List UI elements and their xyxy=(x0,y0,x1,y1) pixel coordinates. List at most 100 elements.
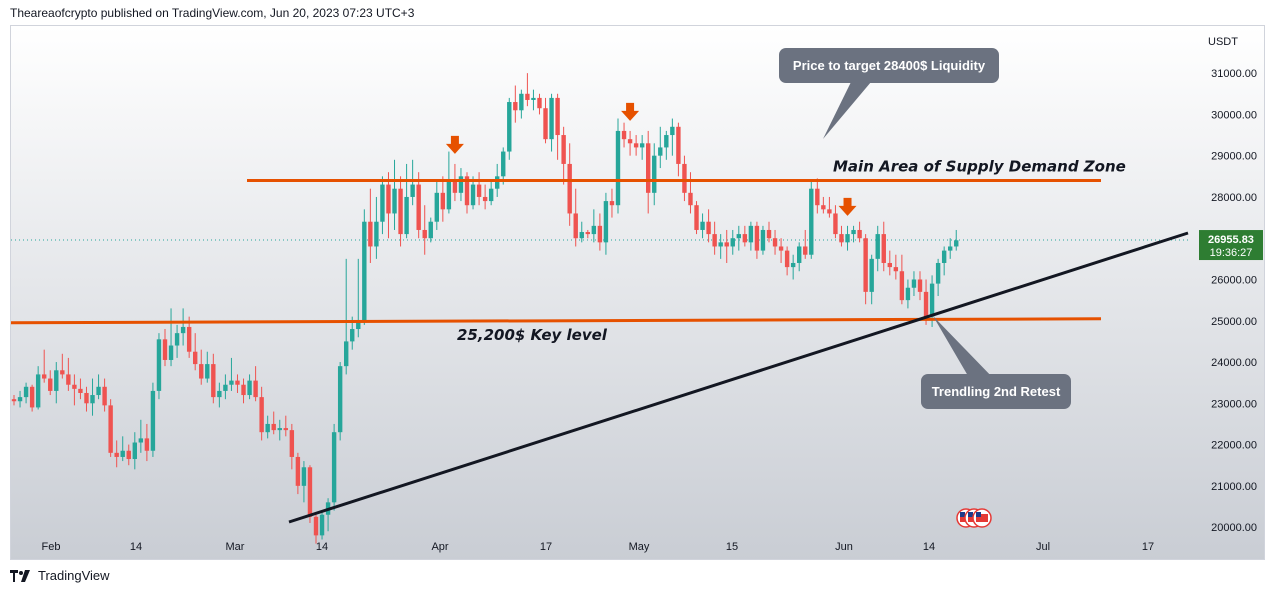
x-tick-label: 15 xyxy=(726,541,738,553)
y-tick-label: 31000.00 xyxy=(1211,68,1257,80)
candle-body xyxy=(156,339,162,391)
candle-body xyxy=(905,287,911,301)
candle-body xyxy=(784,250,790,268)
candle-body xyxy=(803,246,808,255)
callout-retest-box xyxy=(921,374,1071,409)
candle-body xyxy=(132,442,137,460)
candle-body xyxy=(591,225,597,235)
candle-body xyxy=(718,242,723,247)
callout-retest-pointer xyxy=(933,316,996,381)
candle-body xyxy=(609,201,615,206)
candle-body xyxy=(289,430,295,457)
candle-body xyxy=(754,225,760,251)
candle-body xyxy=(809,188,814,255)
candle-body xyxy=(54,370,59,391)
candle-body xyxy=(525,93,530,100)
candle-body xyxy=(778,246,784,251)
callout-retest: Trendling 2nd Retest xyxy=(921,316,1071,409)
candle-body xyxy=(633,143,639,148)
candle-body xyxy=(307,467,313,517)
candle-body xyxy=(356,320,361,330)
candle-body xyxy=(821,205,826,210)
candle-body xyxy=(35,374,41,408)
candle-body xyxy=(676,126,681,164)
candle-body xyxy=(241,384,246,396)
candle-body xyxy=(362,221,367,321)
candle-body xyxy=(271,423,276,431)
candle-body xyxy=(845,234,850,243)
candle-body xyxy=(331,432,337,503)
candle-body xyxy=(875,234,880,259)
x-tick-label: Jun xyxy=(835,541,853,553)
candle-body xyxy=(344,341,349,367)
price-chart[interactable]: Main Area of Supply Demand Zone 25,200$ K… xyxy=(11,26,1265,560)
candle-body xyxy=(150,390,156,451)
candle-body xyxy=(561,135,566,164)
callout-target: Price to target 28400$ Liquidity xyxy=(779,48,999,139)
candle-body xyxy=(368,221,373,247)
candle-body xyxy=(386,184,391,214)
y-tick-label: 28000.00 xyxy=(1211,192,1257,204)
candle-body xyxy=(766,229,772,239)
candle-body xyxy=(72,384,77,389)
candle-body xyxy=(839,234,844,243)
y-tick-label: 25000.00 xyxy=(1211,316,1257,328)
candle-body xyxy=(555,97,560,136)
y-tick-label: 21000.00 xyxy=(1211,481,1257,493)
candle-body xyxy=(706,221,711,235)
candle-body xyxy=(78,388,83,393)
candle-body xyxy=(730,238,735,247)
candle-body xyxy=(513,102,518,111)
x-tick-label: 14 xyxy=(130,541,142,553)
top-arrow-1 xyxy=(445,135,464,154)
x-tick-label: Mar xyxy=(226,541,245,553)
x-tick-label: 17 xyxy=(540,541,552,553)
candle-body xyxy=(585,232,590,235)
callout-target-text: Price to target 28400$ Liquidity xyxy=(793,58,986,73)
footer-brand[interactable]: TradingView xyxy=(38,568,110,583)
publisher-line: Theareaofcrypto published on TradingView… xyxy=(10,6,415,20)
candle-body xyxy=(815,188,820,206)
candle-body xyxy=(29,386,35,408)
candle-body xyxy=(670,126,675,136)
candle-body xyxy=(887,262,892,268)
candle-body xyxy=(615,130,621,206)
y-tick-label: 24000.00 xyxy=(1211,357,1257,369)
candle-body xyxy=(108,405,113,453)
candle-body xyxy=(162,339,168,360)
x-tick-label: Jul xyxy=(1036,541,1050,553)
y-tick-label: 23000.00 xyxy=(1211,398,1257,410)
event-flag-icon xyxy=(956,508,992,528)
candle-body xyxy=(253,380,258,398)
y-tick-label: 26000.00 xyxy=(1211,274,1257,286)
candle-body xyxy=(11,399,17,402)
top-arrow-2 xyxy=(621,102,640,121)
candle-body xyxy=(301,467,307,486)
candle-body xyxy=(941,250,947,263)
callout-retest-text: Trendling 2nd Retest xyxy=(932,384,1061,399)
candle-body xyxy=(174,333,180,346)
candle-body xyxy=(313,516,319,536)
candle-body xyxy=(392,188,397,214)
candle-body xyxy=(265,423,270,433)
chart-frame: Main Area of Supply Demand Zone 25,200$ K… xyxy=(10,25,1265,560)
x-tick-label: 17 xyxy=(1142,541,1154,553)
candle-body xyxy=(531,97,536,100)
candle-body xyxy=(935,262,941,284)
candle-body xyxy=(48,378,53,391)
candle-body xyxy=(422,229,427,239)
candle-body xyxy=(724,242,729,247)
candle-body xyxy=(319,514,325,536)
candle-body xyxy=(797,246,802,263)
candle-body xyxy=(126,450,131,460)
x-tick-label: Apr xyxy=(431,541,448,553)
tradingview-logo-icon[interactable] xyxy=(10,569,32,582)
candle-body xyxy=(193,351,198,365)
key-level-label: 25,200$ Key level xyxy=(457,326,608,344)
candle-body xyxy=(501,151,506,177)
candle-body xyxy=(66,374,71,385)
candle-body xyxy=(398,188,403,235)
candle-body xyxy=(17,397,23,402)
candle-body xyxy=(96,386,101,396)
candles xyxy=(11,73,959,544)
